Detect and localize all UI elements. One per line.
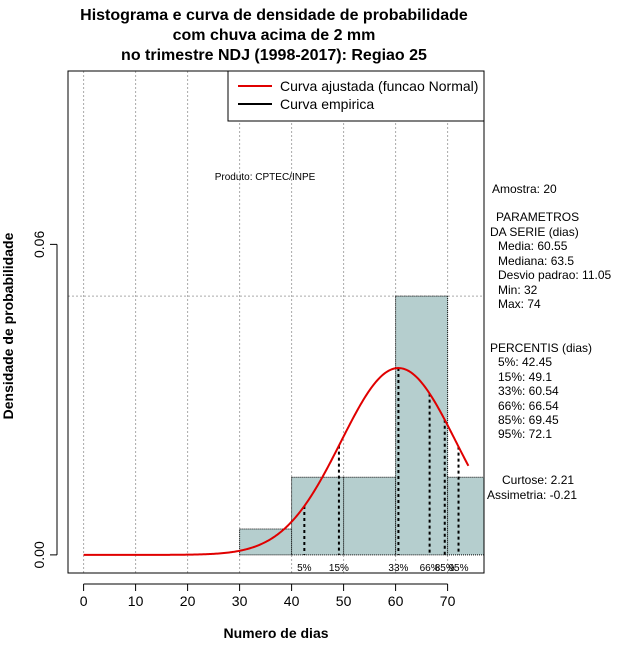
fitted-curve-layer [83,367,470,556]
legend-empirical-label: Curva empirica [280,96,374,112]
histogram-bar [291,476,345,556]
legend-box [227,70,485,122]
params-header-2: DA SERIE (dias) [490,225,579,239]
x-tick-label: 20 [180,593,196,609]
stat-skewness: Assimetria: -0.21 [487,488,578,502]
percentile-label: 95% [449,563,469,574]
percentile-markers: 5% 15% 33% 66%85%95% [297,368,469,574]
stat-p5: 5%: 42.45 [498,355,553,369]
histogram-bar [447,476,485,556]
params-header-1: PARAMETROS [496,210,580,224]
stat-p95: 95%: 72.1 [498,427,553,441]
y-axis-label: Densidade de probabilidade [0,232,16,419]
percentile-label: 15% [329,563,349,574]
stat-median: Mediana: 63.5 [498,254,575,268]
stat-p15: 15%: 49.1 [498,370,553,384]
stat-mean: Media: 60.55 [498,239,568,253]
histogram-bars [239,295,485,556]
x-tick-label: 70 [440,593,456,609]
legend-fitted-label: Curva ajustada (funcao Normal) [280,78,478,94]
stat-p33: 33%: 60.54 [498,384,559,398]
stat-min: Min: 32 [498,283,538,297]
x-tick-label: 10 [128,593,144,609]
stat-p85: 85%: 69.45 [498,413,559,427]
legend: Curva ajustada (funcao Normal) Curva emp… [227,70,485,122]
x-tick-label: 0 [80,593,88,609]
percentiles-header: PERCENTIS (dias) [490,341,593,355]
stat-sd: Desvio padrao: 11.05 [498,268,612,282]
y-tick-label: 0.06 [31,231,47,258]
histogram-bar [395,295,449,556]
x-tick-label: 60 [388,593,404,609]
chart-title-line-3: no trimestre NDJ (1998-2017): Regiao 25 [121,47,427,64]
stat-p66: 66%: 66.54 [498,399,559,413]
x-axis-label: Numero de dias [223,625,328,641]
histogram-bar [343,476,397,556]
percentile-label: 5% [297,563,312,574]
chart-title-line-2: com chuva acima de 2 mm [172,27,376,44]
percentile-label: 33% [388,563,408,574]
chart-title-line-1: Histograma e curva de densidade de proba… [80,7,468,24]
stat-max: Max: 74 [498,297,541,311]
percentile-label: 85% [435,563,455,574]
grid [68,71,484,573]
stat-sample: Amostra: 20 [492,182,557,196]
percentile-label: 66% [420,563,440,574]
x-tick-label: 30 [232,593,248,609]
fitted-normal-curve [83,367,470,556]
x-tick-label: 40 [284,593,300,609]
stat-kurtosis: Curtose: 2.21 [502,473,575,487]
product-note: Produto: CPTEC/INPE [215,172,316,183]
y-tick-label: 0.00 [31,541,47,568]
x-tick-label: 50 [336,593,352,609]
